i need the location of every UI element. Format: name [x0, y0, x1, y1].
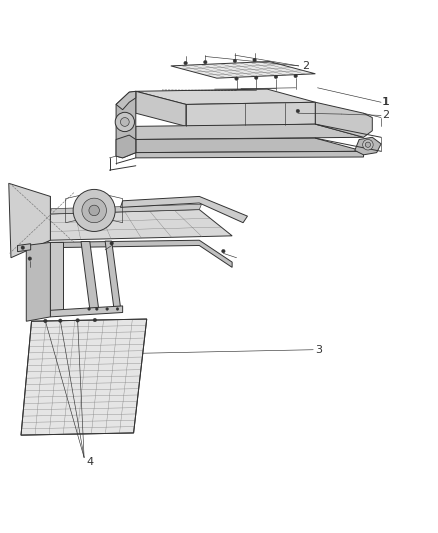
Circle shape	[95, 308, 98, 310]
Circle shape	[82, 198, 106, 223]
Polygon shape	[26, 243, 50, 321]
Polygon shape	[136, 89, 315, 104]
Polygon shape	[18, 244, 31, 252]
Polygon shape	[9, 183, 50, 258]
Circle shape	[253, 58, 256, 62]
Polygon shape	[50, 306, 123, 317]
Polygon shape	[50, 243, 64, 312]
Text: 3: 3	[315, 345, 322, 355]
Text: 4: 4	[86, 457, 93, 467]
Polygon shape	[105, 241, 120, 308]
Polygon shape	[116, 91, 136, 158]
Circle shape	[233, 59, 237, 62]
Circle shape	[120, 118, 129, 126]
Circle shape	[365, 142, 371, 147]
Circle shape	[235, 77, 238, 80]
Circle shape	[110, 241, 113, 245]
Circle shape	[222, 249, 225, 253]
Polygon shape	[116, 135, 136, 158]
Circle shape	[115, 112, 134, 132]
Circle shape	[296, 109, 300, 113]
Polygon shape	[136, 124, 364, 140]
Circle shape	[21, 246, 25, 249]
Circle shape	[184, 61, 187, 65]
Polygon shape	[136, 138, 364, 152]
Circle shape	[254, 76, 258, 79]
Circle shape	[88, 308, 90, 310]
Circle shape	[204, 60, 207, 64]
Polygon shape	[50, 204, 201, 214]
Circle shape	[274, 75, 278, 78]
Polygon shape	[50, 209, 232, 240]
Polygon shape	[116, 91, 136, 110]
Text: 2: 2	[302, 61, 309, 71]
Polygon shape	[315, 102, 372, 138]
Circle shape	[28, 257, 32, 260]
Text: 2: 2	[382, 110, 389, 120]
Text: 1: 1	[383, 97, 390, 107]
Circle shape	[294, 74, 297, 78]
Polygon shape	[136, 91, 186, 126]
Circle shape	[59, 319, 62, 322]
Circle shape	[116, 308, 119, 310]
Polygon shape	[47, 214, 50, 243]
Polygon shape	[50, 240, 232, 268]
Polygon shape	[171, 61, 315, 78]
Circle shape	[76, 319, 79, 322]
Polygon shape	[136, 151, 364, 158]
Circle shape	[363, 140, 373, 150]
Polygon shape	[11, 197, 50, 223]
Circle shape	[106, 308, 109, 310]
Circle shape	[93, 318, 97, 322]
Circle shape	[44, 319, 47, 323]
Polygon shape	[120, 197, 247, 223]
Polygon shape	[186, 102, 315, 126]
Circle shape	[73, 189, 115, 231]
Polygon shape	[355, 138, 381, 155]
Polygon shape	[21, 319, 147, 435]
Circle shape	[89, 205, 99, 216]
Polygon shape	[81, 241, 99, 309]
Text: 1: 1	[382, 97, 389, 107]
